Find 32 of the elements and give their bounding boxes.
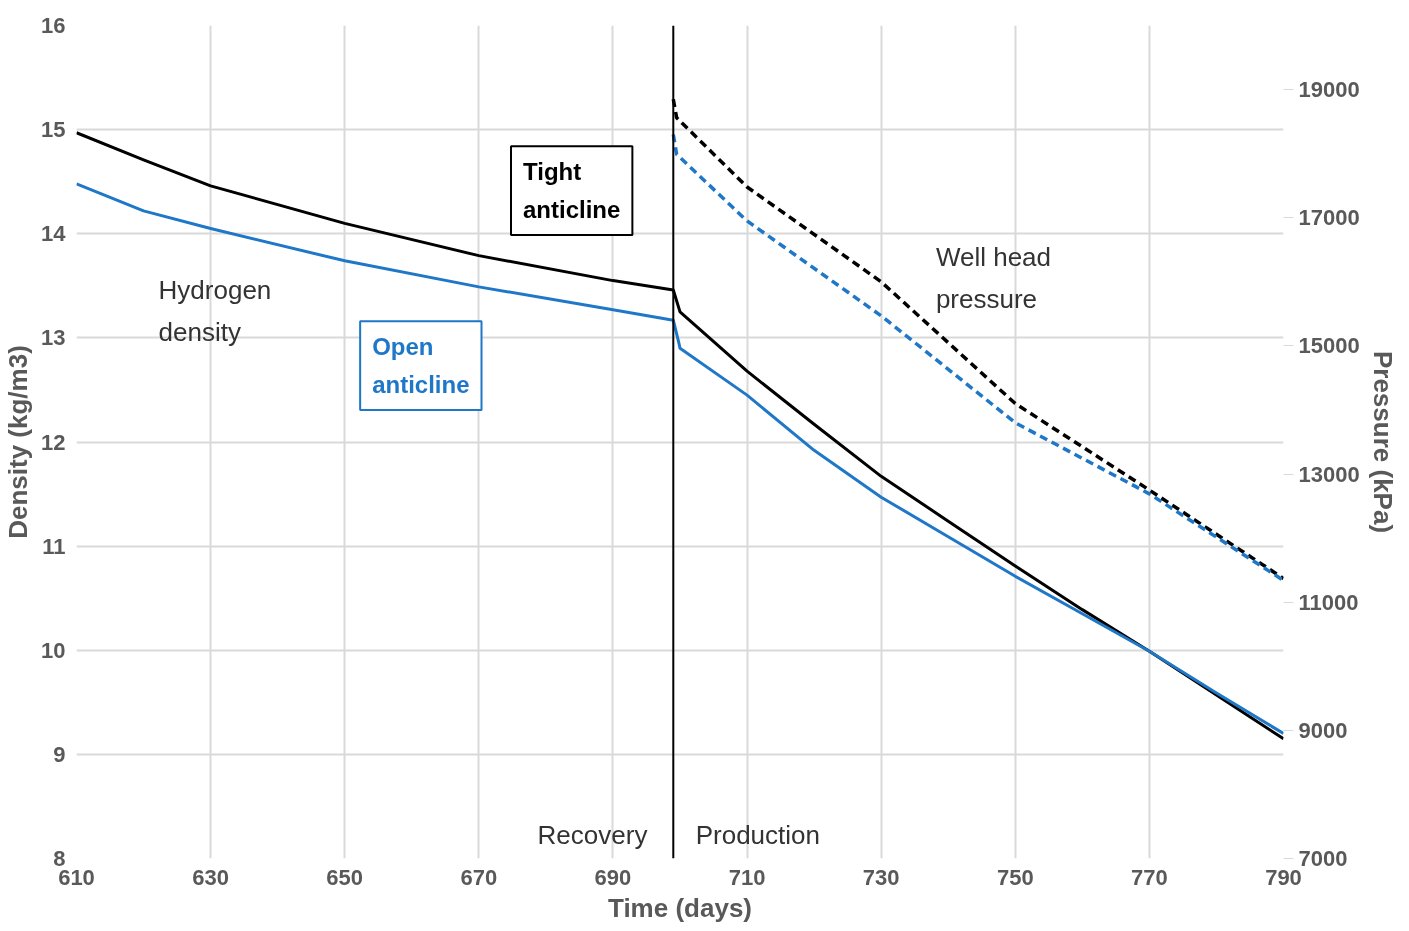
annotation: Well head pressure: [935, 242, 1052, 315]
y-axis-title: Density (kg/m3): [3, 345, 34, 539]
x-tick-label: 770: [1131, 864, 1168, 890]
annotation: Hydrogen density: [158, 275, 272, 348]
y-tick-label: 14: [41, 221, 67, 247]
series-label: Tight anticline: [523, 158, 621, 224]
y-tick-label: 12: [41, 429, 66, 455]
y-tick-label: 10: [41, 637, 66, 663]
y2-tick-label: 17000: [1298, 205, 1360, 231]
y-tick-label: 16: [41, 13, 66, 38]
annotation: Production: [695, 820, 820, 851]
x-tick-label: 630: [192, 864, 229, 890]
x-tick-label: 690: [594, 864, 632, 890]
y2-axis-title: Pressure (kPa): [1367, 350, 1398, 534]
y-tick-label: 9: [53, 741, 66, 767]
x-axis-title: Time (days): [607, 892, 753, 923]
y2-tick-label: 13000: [1298, 461, 1360, 487]
annotation: Recovery: [537, 820, 648, 851]
x-tick-label: 710: [728, 864, 766, 890]
x-tick-label: 670: [460, 864, 498, 890]
x-tick-label: 750: [996, 864, 1034, 890]
y2-tick-label: 19000: [1298, 77, 1360, 103]
x-tick-label: 650: [326, 864, 364, 890]
y-tick-label: 15: [41, 117, 66, 143]
y2-tick-label: 9000: [1298, 717, 1348, 743]
y-tick-label: 11: [42, 533, 66, 559]
y-tick-label: 13: [41, 325, 66, 351]
series-label: Open anticline: [372, 333, 470, 399]
y2-tick-label: 11000: [1298, 589, 1359, 615]
y2-tick-label: 15000: [1298, 333, 1360, 359]
y-tick-label: 8: [53, 846, 66, 871]
x-tick-label: 730: [862, 864, 900, 890]
